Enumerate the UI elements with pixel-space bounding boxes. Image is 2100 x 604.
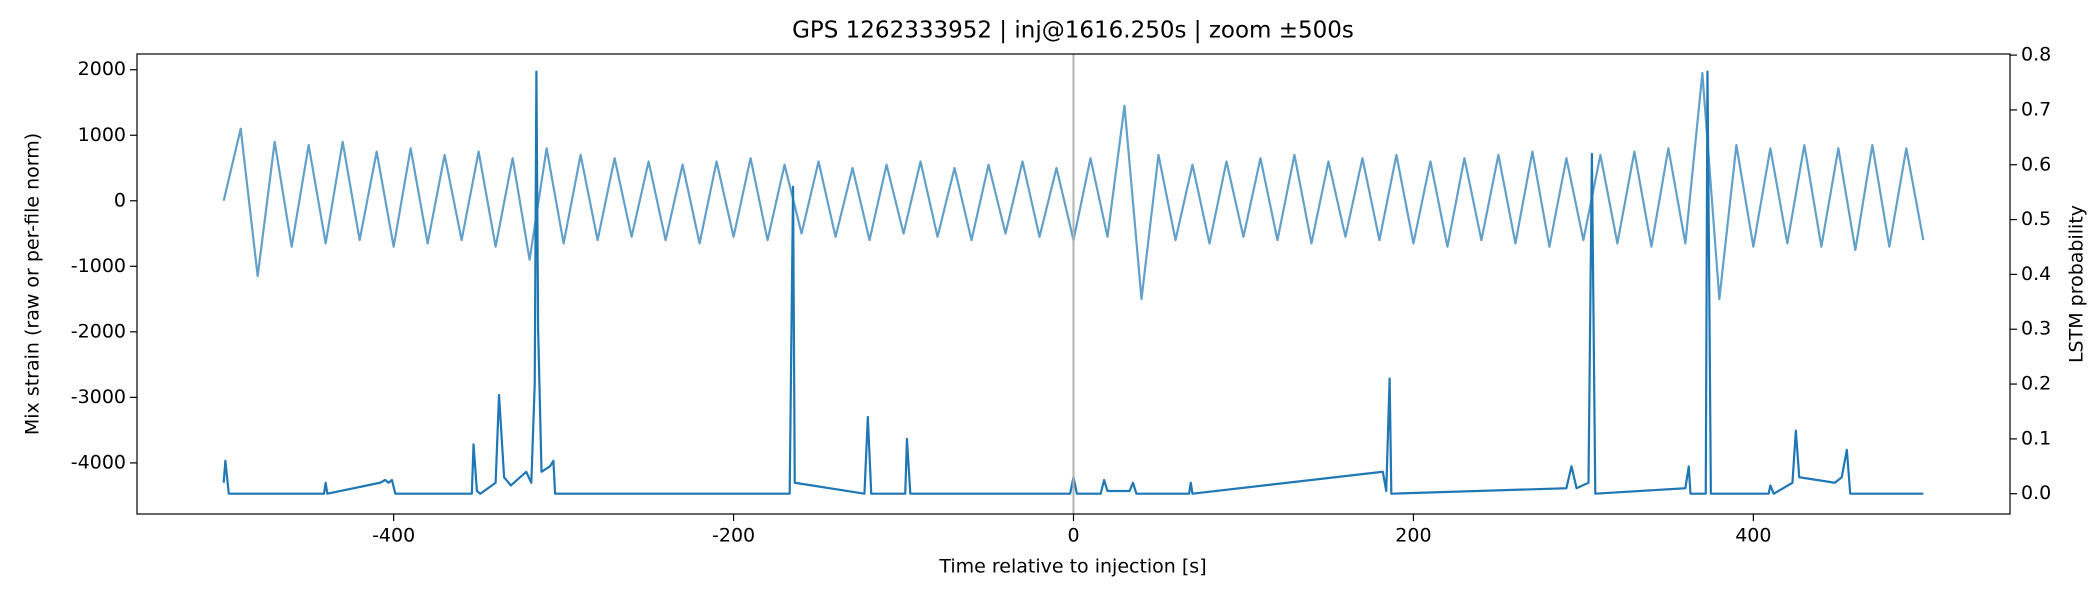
y2-axis-label: LSTM probability: [2066, 205, 2088, 363]
y-tick-label: -4000: [71, 451, 126, 473]
x-axis-label: Time relative to injection [s]: [938, 556, 1206, 578]
y-tick-label: 2000: [78, 58, 126, 80]
y2-tick-label: 0.4: [2021, 263, 2051, 285]
y2-tick-label: 0.0: [2021, 482, 2051, 504]
x-tick-label: -400: [372, 525, 415, 547]
x-tick-label: 200: [1395, 525, 1431, 547]
y2-tick-label: 0.1: [2021, 427, 2051, 449]
y2-tick-label: 0.3: [2021, 318, 2051, 340]
y-tick-label: -3000: [71, 386, 126, 408]
y-tick-label: 0: [114, 189, 126, 211]
chart-title: GPS 1262333952 | inj@1616.250s | zoom ±5…: [792, 18, 1354, 44]
plot-frame: [136, 53, 2011, 515]
y2-tick-label: 0.2: [2021, 373, 2051, 395]
y-tick-label: 1000: [78, 124, 126, 146]
x-tick-label: 0: [1067, 525, 1079, 547]
x-tick-label: 400: [1735, 525, 1771, 547]
y2-tick-label: 0.7: [2021, 98, 2051, 120]
y2-tick-label: 0.5: [2021, 208, 2051, 230]
y-tick-label: -1000: [71, 255, 126, 277]
y-tick-label: -2000: [71, 320, 126, 342]
y2-tick-label: 0.8: [2021, 44, 2051, 66]
y2-tick-label: 0.6: [2021, 153, 2051, 175]
x-tick-label: -200: [712, 525, 755, 547]
y-axis-label: Mix strain (raw or per-file norm): [22, 133, 44, 435]
